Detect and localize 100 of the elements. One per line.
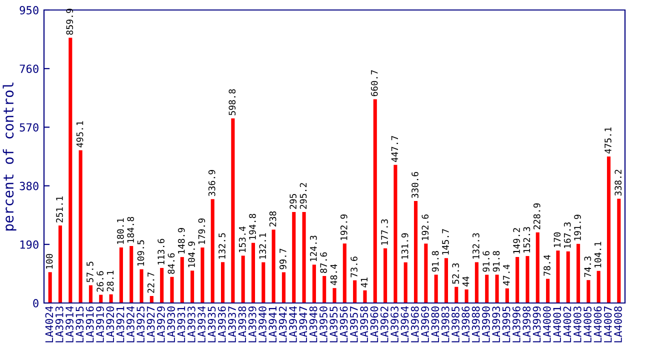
x-tick-label: LA3985 xyxy=(452,306,460,342)
bar xyxy=(251,242,256,303)
data-label: 177.3 xyxy=(381,219,388,245)
data-label: 338.2 xyxy=(614,170,622,196)
bar xyxy=(474,262,478,303)
y-tick-label: 0 xyxy=(33,299,38,308)
data-label: 113.6 xyxy=(158,238,164,264)
x-tick-label: LA4002 xyxy=(563,306,572,342)
bar xyxy=(272,230,276,303)
x-tick-label: LA3990 xyxy=(482,306,490,342)
bar xyxy=(200,248,204,303)
data-label: 78.4 xyxy=(544,255,550,276)
data-label: 192.9 xyxy=(340,214,348,240)
bar xyxy=(231,118,235,303)
bar xyxy=(556,250,560,303)
bar xyxy=(322,276,326,303)
data-label: 22.7 xyxy=(147,272,154,293)
bar xyxy=(180,257,184,303)
data-label: 295.2 xyxy=(300,183,307,209)
x-tick-label: LA3944 xyxy=(289,306,297,342)
bar xyxy=(596,270,600,303)
bar xyxy=(140,269,144,303)
x-tick-label: LA3983 xyxy=(441,306,450,342)
x-tick-label: LA3960 xyxy=(370,306,378,342)
bar xyxy=(454,286,458,303)
data-label: 336.9 xyxy=(208,170,216,196)
bar xyxy=(302,212,306,303)
x-tick-label: LA3996 xyxy=(512,306,520,342)
x-tick-label: LA3921 xyxy=(116,306,124,342)
bar xyxy=(485,274,489,303)
x-tick-label: LA3936 xyxy=(218,306,226,342)
bar xyxy=(119,247,123,303)
bar xyxy=(444,258,448,303)
y-tick-label: 380 xyxy=(20,182,38,190)
x-tick-label: LA3958 xyxy=(360,306,368,342)
x-tick-label: LA3964 xyxy=(400,306,409,342)
x-tick-label: LA4003 xyxy=(573,306,582,342)
x-tick-label: LA3924 xyxy=(126,306,134,342)
bar xyxy=(434,274,438,303)
data-label: 495.1 xyxy=(76,121,84,148)
x-tick-label: LA4005 xyxy=(584,306,592,342)
bar xyxy=(109,294,113,303)
x-tick-label: LA3931 xyxy=(177,306,186,342)
data-label: 104.1 xyxy=(594,242,602,268)
bar xyxy=(312,264,316,303)
bar xyxy=(130,246,134,303)
bar xyxy=(566,251,570,303)
data-label: 47.4 xyxy=(503,264,510,286)
data-label: 152.3 xyxy=(523,227,530,252)
data-label: 91.6 xyxy=(482,251,490,272)
bar xyxy=(190,270,194,303)
x-tick-label: LA4007 xyxy=(604,306,612,342)
bar xyxy=(536,232,540,303)
bar xyxy=(220,262,225,303)
x-tick-label: LA3916 xyxy=(86,306,94,342)
data-label: 475.1 xyxy=(604,127,612,154)
data-label: 52.3 xyxy=(452,263,460,284)
x-tick-label: LA3915 xyxy=(76,306,84,342)
x-tick-label: LA3929 xyxy=(156,306,165,342)
x-tick-label: LA3968 xyxy=(410,306,419,342)
bar xyxy=(546,278,550,303)
data-label: 145.7 xyxy=(442,229,449,255)
bar xyxy=(505,288,509,303)
x-tick-label: LA3980 xyxy=(431,306,440,342)
x-tick-label: LA4024 xyxy=(45,306,54,342)
bar xyxy=(342,244,346,303)
x-tick-label: LA3995 xyxy=(502,306,510,342)
bar xyxy=(292,212,296,303)
x-tick-label: LA3986 xyxy=(462,306,470,342)
data-label: 238 xyxy=(269,211,276,226)
data-label: 100 xyxy=(46,254,53,269)
x-tick-label: LA3927 xyxy=(146,306,155,342)
bar xyxy=(586,280,590,303)
data-label: 132.5 xyxy=(218,233,226,259)
x-tick-label: LA4008 xyxy=(614,306,622,342)
x-tick-label: LA3956 xyxy=(340,306,348,342)
data-label: 87.6 xyxy=(320,252,327,273)
bar xyxy=(48,272,52,303)
bar xyxy=(88,285,92,303)
bar xyxy=(576,244,580,303)
bar xyxy=(78,150,82,303)
bar xyxy=(394,164,398,303)
data-label: 57.5 xyxy=(86,262,94,282)
data-label: 170 xyxy=(554,232,561,248)
bar xyxy=(99,294,103,303)
bar xyxy=(526,256,530,303)
bar xyxy=(282,272,286,303)
data-label: 228.9 xyxy=(533,203,540,230)
bar xyxy=(617,198,621,303)
data-label: 41 xyxy=(360,278,368,288)
y-tick-label: 760 xyxy=(20,64,38,74)
data-label: 295 xyxy=(290,194,297,209)
data-label: 84.6 xyxy=(168,253,175,274)
y-tick-label: 570 xyxy=(20,123,38,132)
x-tick-label: LA3999 xyxy=(532,306,541,342)
bar xyxy=(464,289,468,303)
bar xyxy=(58,226,62,303)
x-tick-label: LA3963 xyxy=(390,306,398,342)
data-label: 124.3 xyxy=(310,236,317,262)
x-tick-label: LA3947 xyxy=(299,306,308,342)
